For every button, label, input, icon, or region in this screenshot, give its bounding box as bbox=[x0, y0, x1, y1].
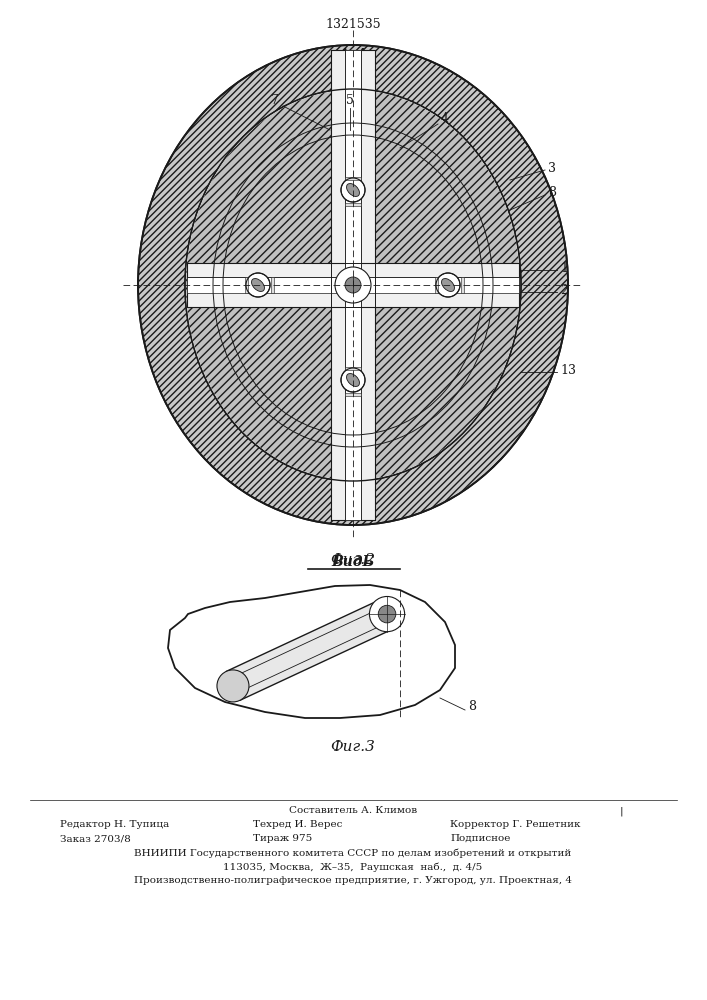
Circle shape bbox=[378, 605, 396, 623]
Text: Техред И. Верес: Техред И. Верес bbox=[253, 820, 342, 829]
Text: |: | bbox=[620, 806, 624, 816]
Text: Составитель А. Климов: Составитель А. Климов bbox=[289, 806, 417, 815]
Text: 2: 2 bbox=[560, 284, 568, 296]
Text: 8: 8 bbox=[468, 700, 476, 712]
Polygon shape bbox=[226, 600, 394, 700]
Text: 1321535: 1321535 bbox=[325, 18, 381, 31]
Circle shape bbox=[335, 267, 371, 303]
Ellipse shape bbox=[252, 279, 264, 291]
Text: А-А: А-А bbox=[337, 48, 368, 62]
Text: Заказ 2703/8: Заказ 2703/8 bbox=[60, 834, 131, 843]
Text: 3: 3 bbox=[548, 161, 556, 174]
Text: Фиг.3: Фиг.3 bbox=[331, 740, 375, 754]
Polygon shape bbox=[168, 585, 455, 718]
Text: 7: 7 bbox=[271, 94, 279, 106]
Circle shape bbox=[370, 596, 404, 632]
Ellipse shape bbox=[346, 374, 359, 386]
Circle shape bbox=[345, 277, 361, 293]
Ellipse shape bbox=[186, 90, 520, 480]
Bar bbox=[345, 50, 361, 520]
Bar bbox=[187, 263, 519, 307]
Circle shape bbox=[436, 273, 460, 297]
Text: 4: 4 bbox=[441, 111, 449, 124]
Text: ВНИИПИ Государственного комитета СССР по делам изобретений и открытий: ВНИИПИ Государственного комитета СССР по… bbox=[134, 848, 572, 857]
Bar bbox=[435, 277, 438, 293]
Bar bbox=[461, 277, 464, 293]
Ellipse shape bbox=[185, 89, 521, 481]
Bar bbox=[345, 177, 361, 180]
Bar bbox=[187, 277, 519, 293]
Text: Редактор Н. Тупица: Редактор Н. Тупица bbox=[60, 820, 169, 829]
Ellipse shape bbox=[138, 45, 568, 525]
Text: 5: 5 bbox=[346, 94, 354, 106]
Bar bbox=[271, 277, 274, 293]
Ellipse shape bbox=[346, 184, 359, 196]
Ellipse shape bbox=[217, 670, 249, 702]
Ellipse shape bbox=[442, 279, 455, 291]
Text: Подписное: Подписное bbox=[450, 834, 510, 843]
Ellipse shape bbox=[213, 123, 493, 447]
Text: 1: 1 bbox=[560, 261, 568, 274]
Bar bbox=[345, 203, 361, 206]
Text: 8: 8 bbox=[548, 186, 556, 198]
Bar bbox=[331, 50, 375, 520]
Text: 113035, Москва,  Ж–35,  Раушская  наб.,  д. 4/5: 113035, Москва, Ж–35, Раушская наб., д. … bbox=[223, 862, 483, 871]
Circle shape bbox=[341, 178, 365, 202]
Bar bbox=[345, 367, 361, 370]
Text: Корректор Г. Решетник: Корректор Г. Решетник bbox=[450, 820, 580, 829]
Text: ВидБ: ВидБ bbox=[332, 555, 375, 569]
Text: Фиг.2: Фиг.2 bbox=[331, 553, 375, 567]
Bar bbox=[245, 277, 248, 293]
Circle shape bbox=[246, 273, 270, 297]
Ellipse shape bbox=[223, 135, 483, 435]
Text: Тираж 975: Тираж 975 bbox=[253, 834, 312, 843]
Text: 13: 13 bbox=[560, 363, 576, 376]
Circle shape bbox=[341, 368, 365, 392]
Bar bbox=[345, 393, 361, 396]
Text: Производственно-полиграфическое предприятие, г. Ужгород, ул. Проектная, 4: Производственно-полиграфическое предприя… bbox=[134, 876, 572, 885]
